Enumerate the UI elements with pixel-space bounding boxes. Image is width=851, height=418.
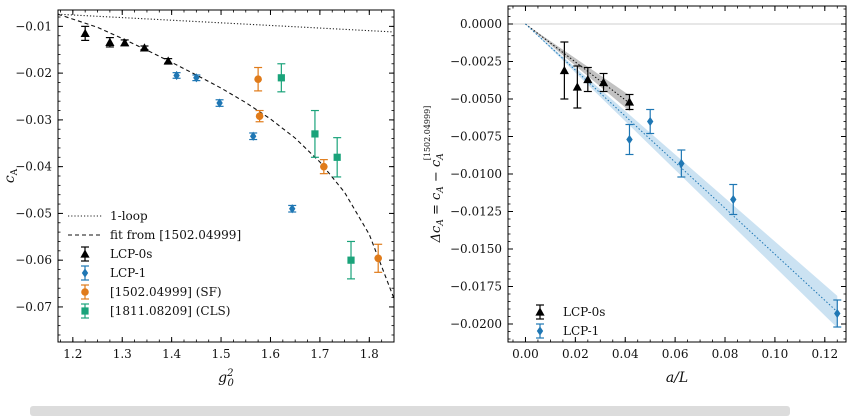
data-point	[255, 112, 264, 120]
y-tick-label: −0.01	[15, 19, 52, 33]
x-tick-label: 0.06	[662, 347, 689, 361]
curve-fit	[58, 13, 394, 299]
x-tick-label: 0.08	[712, 347, 739, 361]
x-tick-label: 1.5	[212, 347, 231, 361]
data-point	[598, 77, 609, 87]
y-tick-label: −0.0175	[450, 280, 502, 294]
data-point	[678, 158, 685, 169]
legend-label: LCP-1	[563, 324, 599, 338]
legend-marker-swatch	[80, 249, 90, 258]
y-tick-label: −0.0100	[450, 167, 502, 181]
data-point	[624, 97, 635, 106]
plot-frame	[507, 5, 847, 343]
data-point	[216, 98, 223, 108]
y-tick-label: −0.0125	[450, 205, 502, 219]
fit-line-LCP-0s	[525, 23, 631, 105]
x-tick-label: 1.7	[310, 347, 329, 361]
legend-label: LCP-0s	[110, 247, 152, 261]
legend-label: fit from [1502.04999]	[110, 228, 241, 242]
data-point	[120, 38, 130, 47]
data-point	[193, 73, 200, 83]
figure: 1.2 1.3 1.4 1.5 1.6 1.7 1.8 −0.01 −0.02 −0.03 −0.0…	[2, 5, 847, 389]
plot-area	[58, 13, 394, 299]
x-tick-label: 0.04	[612, 347, 639, 361]
data-point	[163, 56, 173, 65]
left-chart-panel: 1.2 1.3 1.4 1.5 1.6 1.7 1.8 −0.01 −0.02 −0.03 −0.0…	[2, 9, 395, 389]
data-point	[311, 130, 319, 138]
y-tick-label: −0.0025	[450, 55, 502, 69]
data-point	[559, 65, 569, 75]
x-tick-label: 1.8	[360, 347, 379, 361]
legend-label: 1-loop	[110, 209, 148, 223]
legend-label: LCP-0s	[563, 305, 605, 319]
y-tick-label: −0.04	[15, 160, 52, 174]
y-axis-label: ΔcA = cA − cA[1502.04999]	[423, 106, 446, 244]
data-point	[80, 28, 90, 38]
x-tick-label: 1.4	[162, 347, 181, 361]
data-point	[277, 74, 285, 82]
y-tick-label: −0.0050	[450, 92, 502, 106]
legend-label: [1811.08209] (CLS)	[110, 304, 230, 318]
y-tick-label: −0.0075	[450, 130, 502, 144]
data-point	[139, 43, 150, 52]
legend: LCP-0s LCP-1	[535, 304, 605, 339]
x-tick-label: 0.02	[562, 347, 589, 361]
data-point	[583, 74, 593, 84]
y-axis-label: cA	[2, 168, 20, 183]
x-axis-label: a/L	[666, 370, 688, 386]
data-point	[254, 75, 262, 84]
x-tick-label: 1.2	[63, 347, 82, 361]
legend-marker-swatch	[81, 288, 89, 296]
right-chart-panel: 0.00 0.02 0.04 0.06 0.08 0.10 0.12 0.0000 −0.002…	[423, 5, 847, 386]
data-point	[105, 37, 115, 46]
y-tick-label: −0.02	[15, 66, 52, 80]
data-point	[249, 131, 257, 141]
data-point	[572, 82, 582, 91]
series-lcp-1	[172, 70, 297, 214]
data-point	[173, 70, 180, 81]
x-axis-label: g2 0	[218, 368, 234, 389]
series-lcp-1	[625, 108, 842, 328]
data-point	[347, 256, 355, 264]
y-tick-label: −0.06	[15, 253, 52, 267]
y-tick-label: −0.0150	[450, 242, 502, 256]
series-lcp-0s	[559, 41, 635, 111]
plot-area	[508, 23, 846, 328]
series--1811-08209-cls-	[277, 63, 356, 280]
series-lcp-0s	[80, 25, 173, 65]
y-tick-label: −0.0200	[450, 317, 502, 331]
data-point	[289, 204, 296, 214]
legend-marker-swatch	[81, 268, 89, 278]
data-point	[320, 162, 328, 171]
y-tick-label: −0.07	[15, 300, 52, 314]
data-point	[374, 254, 382, 263]
x-tick-label: 0.00	[512, 347, 539, 361]
curve-one-loop	[58, 13, 394, 33]
legend-marker-swatch	[535, 307, 545, 316]
data-point	[834, 308, 841, 319]
fit-band-LCP-0s	[525, 24, 631, 112]
x-tick-label: 1.6	[261, 347, 280, 361]
data-point	[333, 153, 341, 161]
legend-marker-swatch	[536, 326, 544, 336]
legend-label: [1502.04999] (SF)	[110, 285, 222, 299]
data-point	[626, 134, 633, 145]
legend: 1-loop fit from [1502.04999] LCP-0s LCP-1 [1…	[68, 209, 241, 319]
x-tick-label: 0.12	[811, 347, 838, 361]
data-point	[730, 194, 737, 205]
series--1502-04999-sf-	[254, 66, 383, 273]
x-tick-label: 1.3	[113, 347, 132, 361]
x-tick-label: 0.10	[762, 347, 789, 361]
data-point	[646, 116, 654, 127]
cropped-caption-text	[0, 396, 851, 418]
plot-frame	[57, 9, 395, 343]
y-tick-label: −0.03	[15, 113, 52, 127]
legend-label: LCP-1	[110, 266, 146, 280]
y-tick-label: 0.0000	[460, 17, 502, 31]
legend-marker-swatch	[81, 307, 89, 315]
y-tick-label: −0.05	[15, 206, 52, 220]
